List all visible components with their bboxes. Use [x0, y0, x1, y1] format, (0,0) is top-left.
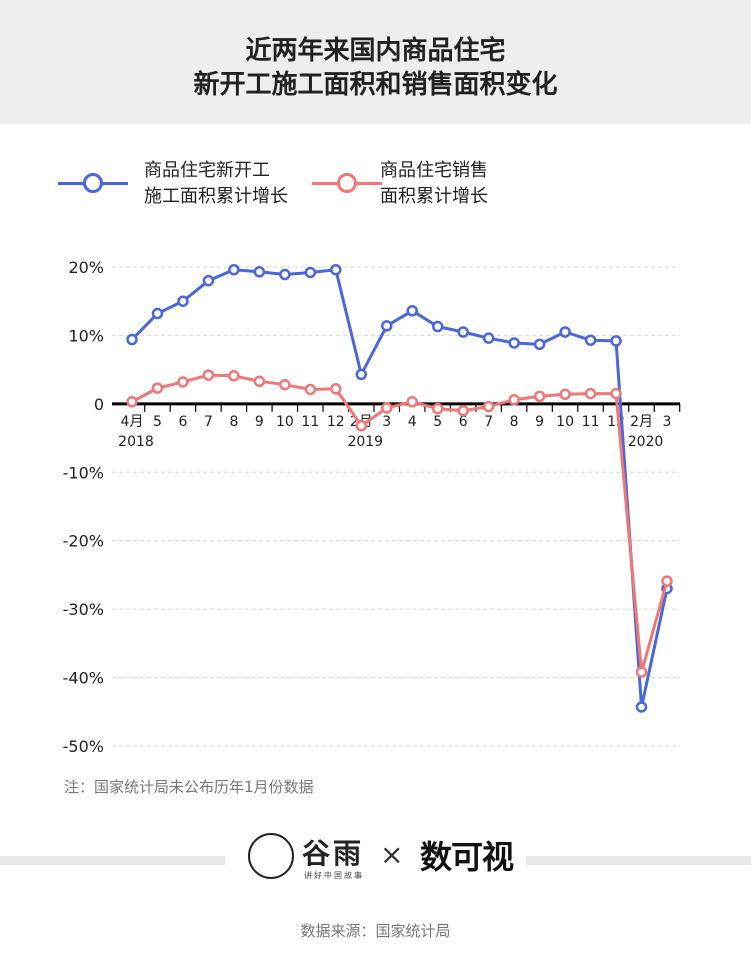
y-tick-label: -20%: [63, 532, 104, 551]
data-point-1: [151, 382, 164, 394]
data-point-0: [126, 333, 138, 346]
title-banner: [0, 0, 751, 124]
data-point-0: [457, 326, 469, 338]
x-tick-label: 11: [582, 414, 600, 430]
data-point-0: [151, 307, 164, 320]
x-tick-label: 9: [535, 414, 544, 430]
data-point-0: [202, 274, 215, 287]
data-point-0: [584, 334, 597, 346]
data-point-0: [330, 263, 342, 276]
data-point-1: [431, 402, 444, 415]
x-tick-label: 3: [382, 414, 391, 430]
guyu-logo-text: 谷雨: [302, 837, 365, 870]
data-point-0: [381, 320, 393, 332]
x-tick-label: 3: [663, 414, 672, 430]
data-point-1: [406, 396, 418, 408]
y-tick-label: -50%: [63, 737, 104, 756]
data-point-1: [228, 370, 240, 382]
footer-divider-right: [526, 856, 751, 865]
y-tick-label: 0: [94, 395, 104, 414]
x-tick-label: 4月: [121, 414, 144, 430]
data-point-1: [482, 400, 495, 413]
shukeshi-logo: 数可视: [420, 838, 514, 876]
footer-divider-left: [0, 856, 225, 865]
data-point-1: [279, 378, 291, 391]
x-tick-label: 8: [229, 414, 238, 430]
x-tick-label: 5: [433, 414, 442, 430]
guyu-logo-icon: [248, 833, 294, 879]
data-point-0: [482, 332, 495, 344]
x-tick-label: 8: [510, 414, 519, 430]
data-point-0: [279, 268, 291, 281]
data-point-0: [559, 326, 571, 338]
legend-marker-blue: [83, 173, 103, 193]
x-tick-label: 6: [178, 414, 187, 430]
data-point-1: [202, 369, 215, 381]
legend-marker-red: [337, 173, 357, 193]
legend-label-new-construction: 商品住宅新开工 施工面积累计增长: [144, 160, 288, 207]
chart-title-line1: 近两年来国内商品住宅: [245, 36, 506, 66]
data-point-1: [559, 388, 571, 401]
data-point-0: [406, 305, 418, 317]
data-point-1: [126, 396, 138, 408]
x-tick-label: 2月: [630, 414, 653, 430]
legend-label-sales: 商品住宅销售 面积累计增长: [380, 160, 488, 207]
x-tick-label: 12: [327, 414, 345, 430]
x-year-label: 2018: [118, 434, 154, 450]
data-point-1: [533, 390, 546, 403]
footnote: 注：国家统计局未公布历年1月份数据: [64, 778, 314, 796]
data-point-0: [304, 266, 317, 279]
y-tick-label: 20%: [68, 258, 104, 277]
data-point-1: [508, 394, 520, 406]
data-point-1: [661, 575, 673, 587]
data-point-1: [355, 420, 368, 432]
data-point-0: [610, 335, 622, 347]
data-point-0: [177, 295, 189, 307]
data-point-1: [330, 383, 342, 395]
data-point-0: [533, 338, 546, 351]
x-year-label: 2019: [347, 434, 383, 450]
data-point-1: [177, 376, 189, 388]
data-point-1: [304, 383, 317, 396]
data-point-1: [457, 404, 469, 417]
data-point-1: [584, 387, 597, 400]
data-point-0: [431, 320, 444, 333]
data-source: 数据来源：国家统计局: [300, 922, 451, 940]
y-tick-label: -30%: [63, 600, 104, 619]
data-point-1: [253, 375, 266, 388]
data-point-1: [635, 666, 648, 678]
x-tick-label: 6: [459, 414, 468, 430]
series-line-1: [131, 373, 669, 674]
x-tick-label: 10: [556, 414, 574, 430]
x-tick-label: 9: [255, 414, 264, 430]
guyu-logo-subtitle: 讲好中国故事: [304, 871, 364, 880]
x-tick-label: 11: [301, 414, 319, 430]
data-point-0: [355, 368, 368, 381]
x-tick-label: 5: [153, 414, 162, 430]
data-point-0: [508, 337, 520, 349]
data-point-1: [610, 387, 622, 400]
data-point-1: [381, 402, 393, 414]
logo-separator: ×: [380, 838, 404, 871]
x-year-label: 2020: [628, 434, 664, 450]
chart-title-line2: 新开工施工面积和销售面积变化: [193, 70, 558, 100]
x-tick-label: 7: [204, 414, 213, 430]
series-line-0: [130, 268, 669, 709]
data-point-0: [635, 701, 648, 713]
x-tick-label: 4: [408, 414, 417, 430]
data-point-0: [228, 263, 240, 276]
x-tick-label: 10: [276, 414, 294, 430]
y-tick-label: 10%: [68, 326, 104, 345]
data-point-0: [253, 266, 266, 278]
x-tick-label: 7: [484, 414, 493, 430]
y-tick-label: -40%: [63, 669, 104, 688]
y-tick-label: -10%: [63, 463, 104, 482]
